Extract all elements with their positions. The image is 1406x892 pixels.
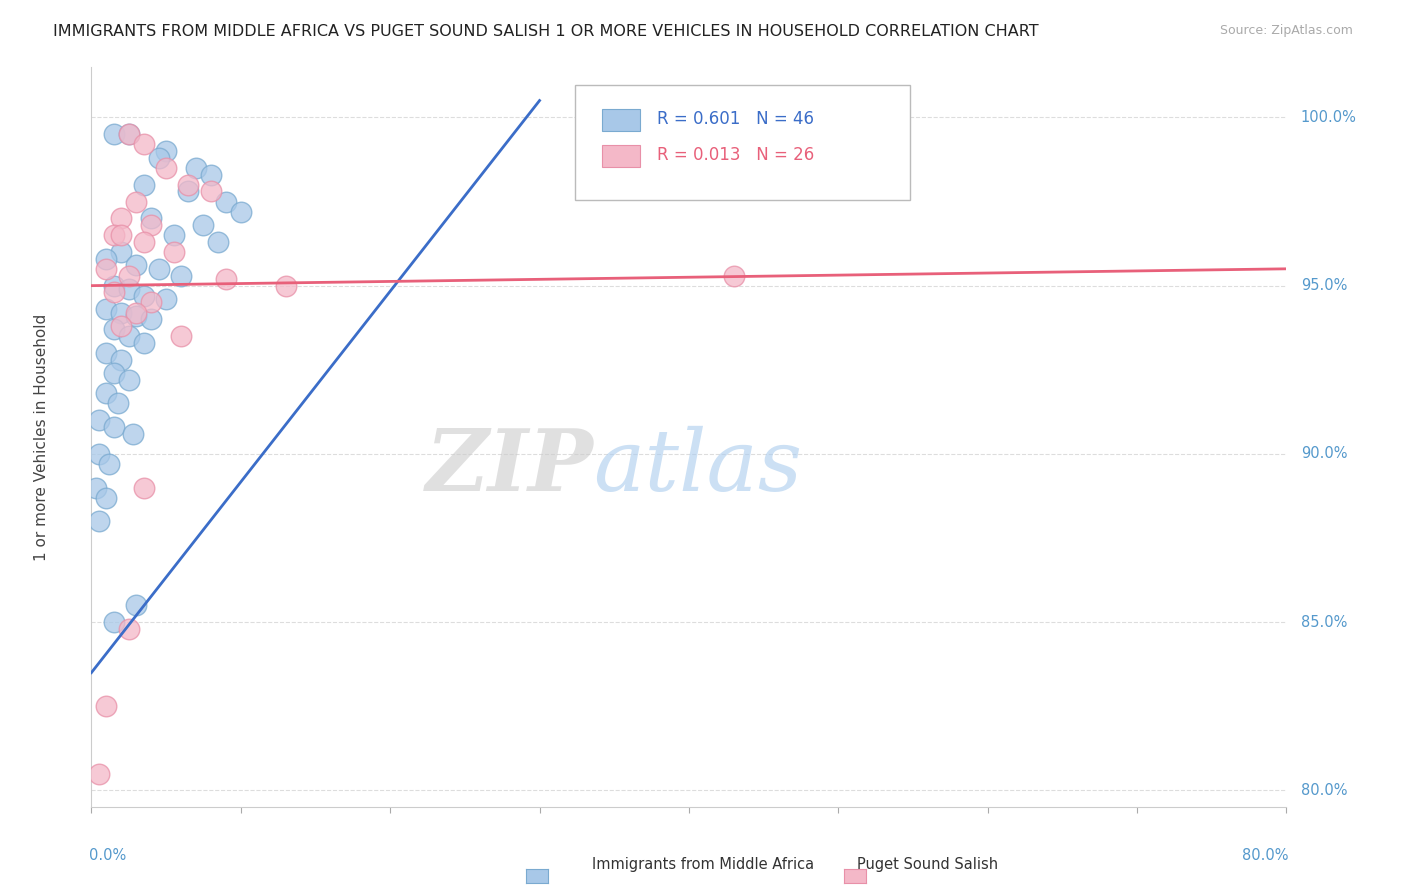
Point [96, 252, 118, 266]
Point [103, 366, 125, 380]
Point [96, 386, 118, 401]
Point [132, 289, 155, 303]
FancyBboxPatch shape [575, 86, 910, 200]
Point [177, 185, 200, 199]
Point [96, 302, 118, 317]
Point [118, 282, 141, 296]
Text: Immigrants from Middle Africa: Immigrants from Middle Africa [592, 857, 814, 872]
Point [87, 766, 110, 780]
Point [215, 194, 238, 209]
Point [118, 268, 141, 283]
Point [122, 426, 145, 441]
Point [110, 245, 132, 260]
Text: 1 or more Vehicles in Household: 1 or more Vehicles in Household [34, 313, 49, 561]
Text: 80.0%: 80.0% [1301, 783, 1347, 798]
Text: R = 0.013   N = 26: R = 0.013 N = 26 [657, 146, 814, 164]
Point [184, 161, 207, 175]
Text: atlas: atlas [593, 425, 803, 508]
Text: 85.0%: 85.0% [1301, 615, 1347, 630]
Point [200, 168, 222, 182]
Point [110, 228, 132, 243]
Point [274, 278, 297, 293]
Point [96, 261, 118, 276]
Point [723, 268, 745, 283]
Point [118, 329, 141, 343]
Point [103, 278, 125, 293]
Point [132, 335, 155, 350]
Point [155, 144, 177, 158]
Text: 90.0%: 90.0% [1301, 446, 1347, 461]
Point [110, 352, 132, 367]
Point [207, 235, 229, 249]
Text: Source: ZipAtlas.com: Source: ZipAtlas.com [1219, 24, 1353, 37]
Point [141, 295, 162, 310]
Point [98, 457, 121, 471]
Point [118, 622, 141, 636]
Point [103, 322, 125, 336]
Text: R = 0.601   N = 46: R = 0.601 N = 46 [657, 111, 814, 128]
Text: 100.0%: 100.0% [1301, 110, 1357, 125]
Point [141, 312, 162, 326]
Point [110, 319, 132, 334]
Point [84, 481, 107, 495]
Point [103, 228, 125, 243]
Point [155, 292, 177, 306]
Point [170, 268, 193, 283]
Point [200, 185, 222, 199]
Point [193, 218, 215, 232]
Point [229, 204, 252, 219]
Point [110, 211, 132, 226]
Point [87, 413, 110, 427]
Point [141, 218, 162, 232]
Point [162, 228, 184, 243]
Text: 0.0%: 0.0% [89, 848, 127, 863]
Point [118, 127, 141, 141]
Point [132, 137, 155, 152]
Point [170, 329, 193, 343]
Point [87, 447, 110, 461]
Point [87, 514, 110, 528]
Point [118, 127, 141, 141]
Text: ZIP: ZIP [426, 425, 593, 508]
Point [162, 245, 184, 260]
Point [103, 420, 125, 434]
Point [125, 305, 148, 319]
Point [96, 346, 118, 360]
Point [125, 259, 148, 273]
Point [110, 305, 132, 319]
Point [177, 178, 200, 192]
Point [96, 699, 118, 714]
Point [155, 161, 177, 175]
Bar [602, 145, 640, 167]
Point [103, 615, 125, 630]
Point [96, 491, 118, 505]
Point [103, 127, 125, 141]
Text: 80.0%: 80.0% [1243, 848, 1289, 863]
Point [132, 235, 155, 249]
Text: Puget Sound Salish: Puget Sound Salish [858, 857, 998, 872]
Point [148, 261, 170, 276]
Point [132, 178, 155, 192]
Point [141, 211, 162, 226]
Point [125, 194, 148, 209]
Text: IMMIGRANTS FROM MIDDLE AFRICA VS PUGET SOUND SALISH 1 OR MORE VEHICLES IN HOUSEH: IMMIGRANTS FROM MIDDLE AFRICA VS PUGET S… [53, 24, 1039, 39]
Point [215, 272, 238, 286]
Point [103, 285, 125, 300]
Point [148, 151, 170, 165]
Point [107, 396, 129, 410]
Text: 95.0%: 95.0% [1301, 278, 1347, 293]
Point [125, 309, 148, 323]
Point [132, 481, 155, 495]
Point [125, 599, 148, 613]
Point [118, 373, 141, 387]
Bar [602, 109, 640, 131]
